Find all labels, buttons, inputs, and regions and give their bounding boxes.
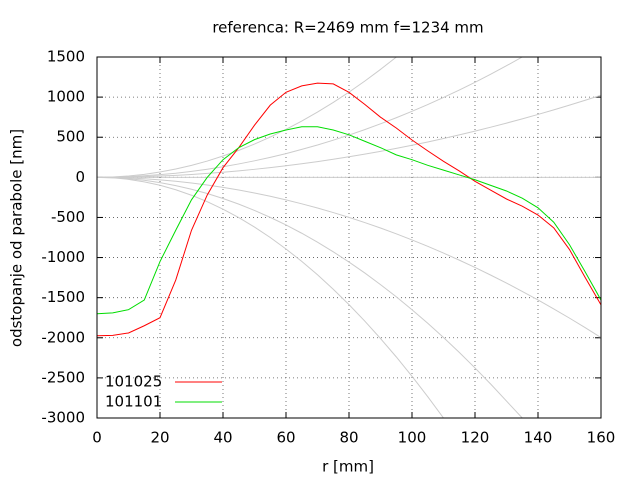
x-tick-label: 60 (276, 429, 295, 447)
line-series (97, 57, 397, 178)
y-tick-label: 1500 (47, 48, 85, 66)
x-tick-label: 20 (150, 429, 169, 447)
x-tick-label: 120 (461, 429, 490, 447)
line-series (97, 57, 523, 178)
line-series (97, 176, 444, 418)
y-tick-label: 0 (75, 168, 85, 186)
x-axis-label: r [mm] (322, 458, 374, 476)
y-tick-label: -2000 (41, 328, 85, 346)
y-tick-label: -2500 (41, 368, 85, 386)
x-tick-label: 160 (587, 429, 616, 447)
y-tick-label: -500 (51, 208, 85, 226)
y-tick-label: -1000 (41, 248, 85, 266)
legend-label: 101025 (105, 373, 162, 391)
line-series (97, 94, 601, 178)
y-tick-label: 500 (56, 128, 85, 146)
y-tick-label: 1000 (47, 88, 85, 106)
line-series (97, 176, 523, 418)
x-tick-label: 80 (339, 429, 358, 447)
chart-title: referenca: R=2469 mm f=1234 mm (212, 19, 483, 37)
y-tick-label: -3000 (41, 409, 85, 427)
y-tick-label: -1500 (41, 288, 85, 306)
legend-label: 101101 (105, 393, 162, 411)
line-series (97, 82, 601, 337)
x-tick-label: 140 (524, 429, 553, 447)
line-series (97, 126, 601, 315)
plot-border (96, 56, 602, 419)
x-tick-label: 0 (92, 429, 102, 447)
line-series (97, 176, 601, 338)
x-tick-label: 100 (398, 429, 427, 447)
y-axis-label: odstopanje od parabole [nm] (8, 129, 26, 347)
x-tick-label: 40 (213, 429, 232, 447)
